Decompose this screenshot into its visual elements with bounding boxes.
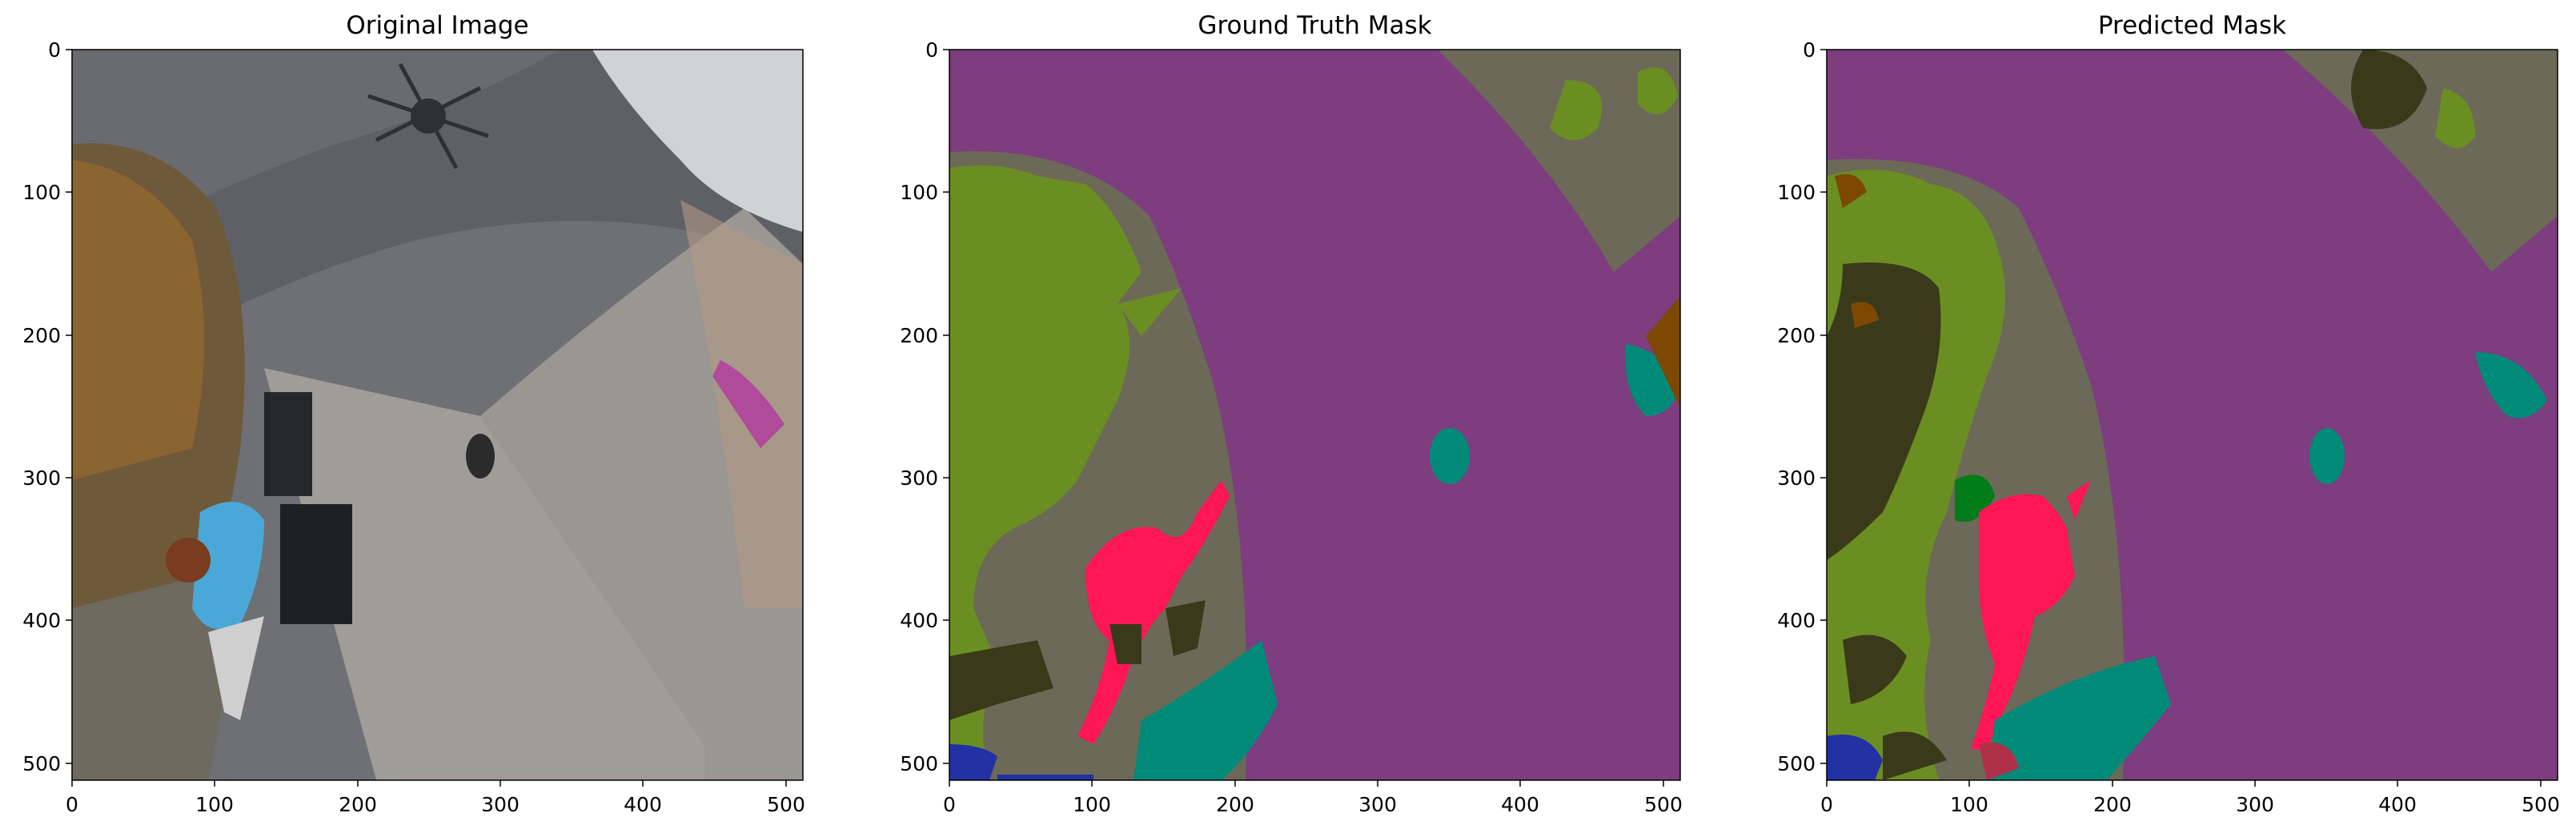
- x-tick-label: 500: [1644, 793, 1683, 816]
- x-tick-label: 500: [2522, 793, 2560, 816]
- x-tick-label: 100: [195, 793, 234, 816]
- y-ticks: 0 100 200 300 400 500: [22, 38, 72, 775]
- x-tick-label: 500: [767, 793, 805, 816]
- axes-frame: [71, 49, 804, 781]
- y-tick-label: 400: [1777, 609, 1816, 632]
- x-tick-label: 400: [1501, 793, 1539, 816]
- y-tick-label: 400: [22, 609, 61, 632]
- image-area: [72, 50, 803, 780]
- y-tick-label: 500: [22, 752, 61, 775]
- original-image-axes: 0 100 200 300 400 500 0 100 200 300 400 …: [22, 38, 805, 816]
- x-tick-label: 0: [66, 793, 78, 816]
- y-tick-label: 0: [1803, 38, 1816, 62]
- x-tick-label: 400: [2378, 793, 2417, 816]
- y-tick-label: 200: [22, 324, 61, 347]
- x-tick-label: 400: [624, 793, 662, 816]
- y-tick-label: 300: [22, 467, 61, 490]
- panel-predicted: Predicted Mask: [1755, 0, 2571, 833]
- y-tick-label: 300: [1777, 467, 1816, 490]
- x-tick-label: 200: [2093, 793, 2132, 816]
- mask-area: [1827, 50, 2558, 780]
- mask-area: [949, 50, 1680, 780]
- x-tick-label: 200: [1216, 793, 1254, 816]
- x-tick-label: 300: [2236, 793, 2274, 816]
- y-ticks: 0 100 200 300 400 500: [1777, 38, 1827, 775]
- panel-original: Original Image: [0, 0, 849, 833]
- x-ticks: 0 100 200 300 400 500: [1820, 780, 2560, 816]
- x-ticks: 0 100 200 300 400 500: [66, 780, 805, 816]
- y-tick-label: 300: [900, 467, 938, 490]
- y-tick-label: 100: [22, 181, 61, 204]
- predicted-mask-axes: 0 100 200 300 400 500 0 100 200 300 400 …: [1777, 38, 2560, 816]
- y-tick-label: 100: [1777, 181, 1816, 204]
- y-tick-label: 0: [48, 38, 61, 62]
- y-tick-label: 400: [900, 609, 938, 632]
- y-tick-label: 500: [900, 752, 938, 775]
- panel-title: Ground Truth Mask: [1198, 11, 1432, 40]
- panel-title: Original Image: [346, 11, 529, 40]
- ground-truth-mask-axes: 0 100 200 300 400 500 0 100 200 300 400 …: [900, 38, 1683, 816]
- y-tick-label: 100: [900, 181, 938, 204]
- x-tick-label: 0: [1820, 793, 1833, 816]
- y-tick-label: 200: [1777, 324, 1816, 347]
- axes-frame: [1826, 49, 2558, 781]
- y-ticks: 0 100 200 300 400 500: [900, 38, 949, 775]
- panel-ground-truth: Ground Truth Mask: [877, 0, 1726, 833]
- x-ticks: 0 100 200 300 400 500: [943, 780, 1683, 816]
- x-tick-label: 0: [943, 793, 956, 816]
- x-tick-label: 100: [1073, 793, 1111, 816]
- y-tick-label: 200: [900, 324, 938, 347]
- axes-frame: [949, 49, 1681, 781]
- y-tick-label: 0: [925, 38, 938, 62]
- x-tick-label: 100: [1950, 793, 1988, 816]
- x-tick-label: 300: [1358, 793, 1397, 816]
- x-tick-label: 300: [481, 793, 520, 816]
- panel-title: Predicted Mask: [2097, 11, 2287, 40]
- x-tick-label: 200: [339, 793, 377, 816]
- y-tick-label: 500: [1777, 752, 1816, 775]
